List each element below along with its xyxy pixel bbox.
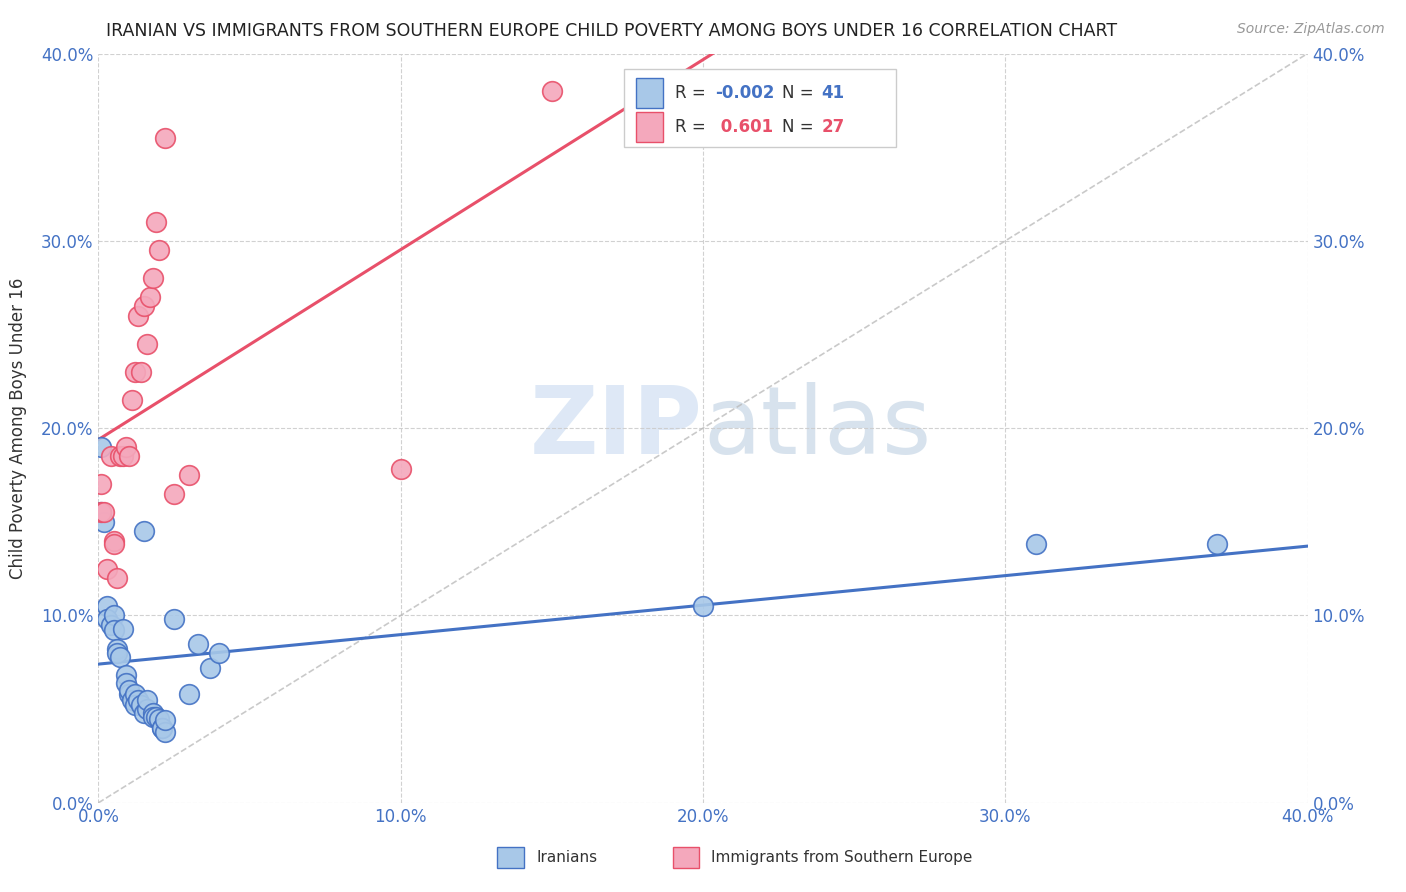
Point [90,440,112,454]
Point [150,721,173,735]
Point [103,608,125,623]
Text: IRANIAN VS IMMIGRANTS FROM SOUTHERN EUROPE CHILD POVERTY AMONG BOYS UNDER 16 COR: IRANIAN VS IMMIGRANTS FROM SOUTHERN EURO… [105,22,1118,40]
Text: 27: 27 [821,118,845,136]
Point [145,709,167,723]
Point [1206,537,1229,551]
Text: 41: 41 [821,84,845,103]
Point [90,505,112,519]
Text: R =: R = [675,118,711,136]
Point [187,637,209,651]
Point [540,84,562,98]
Text: Immigrants from Southern Europe: Immigrants from Southern Europe [711,850,973,865]
Point [124,365,146,379]
Point [96,562,118,576]
Text: N =: N = [782,84,818,103]
Point [142,706,165,720]
Point [153,724,176,739]
Point [153,714,176,728]
Text: Source: ZipAtlas.com: Source: ZipAtlas.com [1237,22,1385,37]
Point [108,450,131,464]
Point [132,524,155,539]
Text: R =: R = [675,84,711,103]
Point [129,365,152,379]
Point [118,450,141,464]
Point [103,537,125,551]
Point [105,571,128,585]
Point [121,393,143,408]
Point [132,300,155,314]
Point [96,612,118,626]
Point [148,244,170,258]
Point [114,440,136,454]
Point [111,450,134,464]
Point [127,309,149,323]
Point [93,515,115,529]
Point [90,477,112,491]
FancyBboxPatch shape [637,78,664,108]
Point [145,215,167,229]
Point [135,337,157,351]
Y-axis label: Child Poverty Among Boys Under 16: Child Poverty Among Boys Under 16 [10,277,27,579]
Point [127,692,149,706]
Point [100,450,122,464]
Point [118,687,141,701]
Point [114,676,136,690]
Point [118,683,141,698]
Point [142,271,165,285]
Point [124,698,146,713]
Point [114,668,136,682]
Point [692,599,714,614]
Point [135,702,157,716]
Point [93,505,115,519]
Point [108,649,131,664]
Point [153,131,176,145]
Point [139,290,162,304]
Text: ZIP: ZIP [530,382,703,475]
Point [121,692,143,706]
Point [148,712,170,726]
Point [200,661,222,675]
Point [100,618,122,632]
Point [150,721,173,735]
Point [142,709,165,723]
Point [96,599,118,614]
Point [179,687,201,701]
Point [124,687,146,701]
Point [129,698,152,713]
Text: Iranians: Iranians [536,850,598,865]
Point [103,533,125,548]
Point [179,468,201,483]
Text: 0.601: 0.601 [716,118,773,136]
Point [163,612,186,626]
Text: N =: N = [782,118,818,136]
Point [111,622,134,636]
Point [132,706,155,720]
Text: -0.002: -0.002 [716,84,775,103]
Point [389,462,412,476]
FancyBboxPatch shape [637,112,664,142]
FancyBboxPatch shape [498,847,524,868]
Point [208,646,231,660]
Point [105,646,128,660]
FancyBboxPatch shape [672,847,699,868]
FancyBboxPatch shape [624,69,897,147]
Point [90,505,112,519]
Point [163,487,186,501]
Point [1024,537,1046,551]
Point [105,642,128,657]
Point [135,692,157,706]
Text: atlas: atlas [703,382,931,475]
Point [103,624,125,638]
